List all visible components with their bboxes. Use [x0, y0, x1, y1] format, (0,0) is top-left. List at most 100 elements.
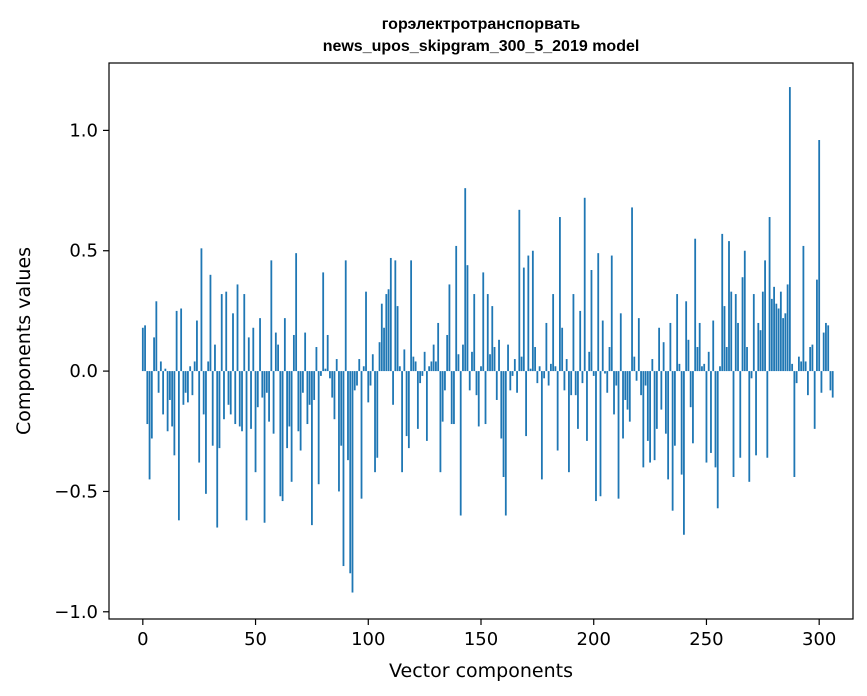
bar: [349, 371, 352, 574]
bar: [261, 371, 264, 398]
y-tick-label: −1.0: [54, 602, 98, 623]
bar: [498, 339, 500, 372]
bar: [624, 371, 627, 400]
bar: [358, 359, 361, 372]
bar: [385, 294, 388, 372]
bar: [775, 303, 778, 372]
bar: [509, 371, 512, 391]
bar: [353, 371, 356, 391]
bar: [500, 371, 503, 439]
bar: [599, 371, 602, 497]
bar: [764, 260, 766, 372]
bar: [173, 371, 176, 456]
bar: [563, 371, 566, 391]
bar: [428, 366, 431, 372]
bar: [825, 322, 827, 372]
chart-title-line-2: news_upos_skipgram_300_5_2019 model: [323, 38, 640, 55]
bar: [516, 371, 518, 393]
bar: [144, 325, 146, 372]
bar: [392, 371, 394, 405]
bar: [482, 272, 485, 372]
bar: [831, 371, 834, 398]
bar: [637, 318, 640, 372]
bar: [565, 359, 568, 372]
bar: [559, 217, 561, 372]
chart-title-line-1: горэлектротранспорвать: [382, 16, 581, 33]
bar: [383, 327, 385, 372]
bar: [166, 371, 169, 432]
bar: [168, 371, 171, 400]
bar: [457, 354, 460, 372]
bar: [797, 356, 800, 372]
bar: [331, 371, 334, 398]
bar: [592, 371, 595, 376]
bar: [439, 371, 442, 473]
bar: [196, 320, 198, 372]
bar: [322, 272, 325, 372]
bar: [813, 371, 816, 429]
bar: [486, 294, 489, 372]
bar: [653, 371, 656, 461]
bar: [583, 197, 586, 372]
bar: [809, 347, 812, 372]
bars-group: [141, 87, 834, 593]
bar: [662, 342, 665, 372]
bar: [286, 371, 289, 449]
x-tick-label: 300: [802, 629, 836, 650]
bar: [374, 371, 376, 473]
bar: [184, 371, 187, 393]
bar: [394, 260, 397, 372]
bar: [543, 371, 546, 379]
bar: [329, 371, 331, 379]
bar: [741, 277, 744, 372]
bar: [739, 371, 742, 458]
bar: [477, 371, 480, 427]
bar: [403, 349, 406, 372]
bar: [227, 371, 230, 405]
bar: [777, 308, 780, 372]
bar: [398, 366, 401, 372]
bar: [640, 371, 642, 396]
bar: [389, 257, 392, 372]
y-tick-label: 1.0: [69, 120, 98, 141]
bar: [441, 371, 444, 422]
bar: [561, 327, 564, 372]
bar: [272, 371, 275, 434]
x-axis-ticks: 0 50 100 150 200 250 300: [137, 619, 836, 650]
bar: [635, 371, 638, 381]
bar: [198, 371, 201, 463]
bar: [536, 371, 539, 384]
bar: [155, 301, 158, 372]
x-tick-label: 200: [577, 629, 611, 650]
bar: [214, 344, 216, 372]
bar: [218, 371, 221, 449]
bar: [802, 245, 805, 372]
bar: [164, 368, 167, 372]
bar: [617, 371, 620, 499]
bar: [191, 371, 194, 396]
bar: [351, 371, 354, 593]
bar: [723, 306, 726, 372]
bar: [320, 371, 322, 376]
bar: [148, 371, 151, 480]
bar: [367, 371, 370, 403]
bar: [376, 371, 379, 458]
bar: [344, 260, 347, 372]
bar: [800, 361, 803, 372]
bar: [360, 371, 363, 499]
bar: [141, 327, 144, 372]
bar: [707, 351, 710, 372]
bar: [721, 233, 724, 372]
bar: [750, 371, 753, 379]
bar: [673, 371, 676, 446]
bar: [705, 371, 708, 463]
bar: [773, 286, 775, 372]
bar: [265, 371, 268, 393]
bar: [338, 371, 340, 492]
bar: [511, 371, 514, 376]
bar: [220, 294, 223, 372]
bar: [157, 371, 160, 393]
bar: [268, 371, 270, 422]
bar: [288, 371, 291, 427]
bar: [644, 371, 647, 386]
